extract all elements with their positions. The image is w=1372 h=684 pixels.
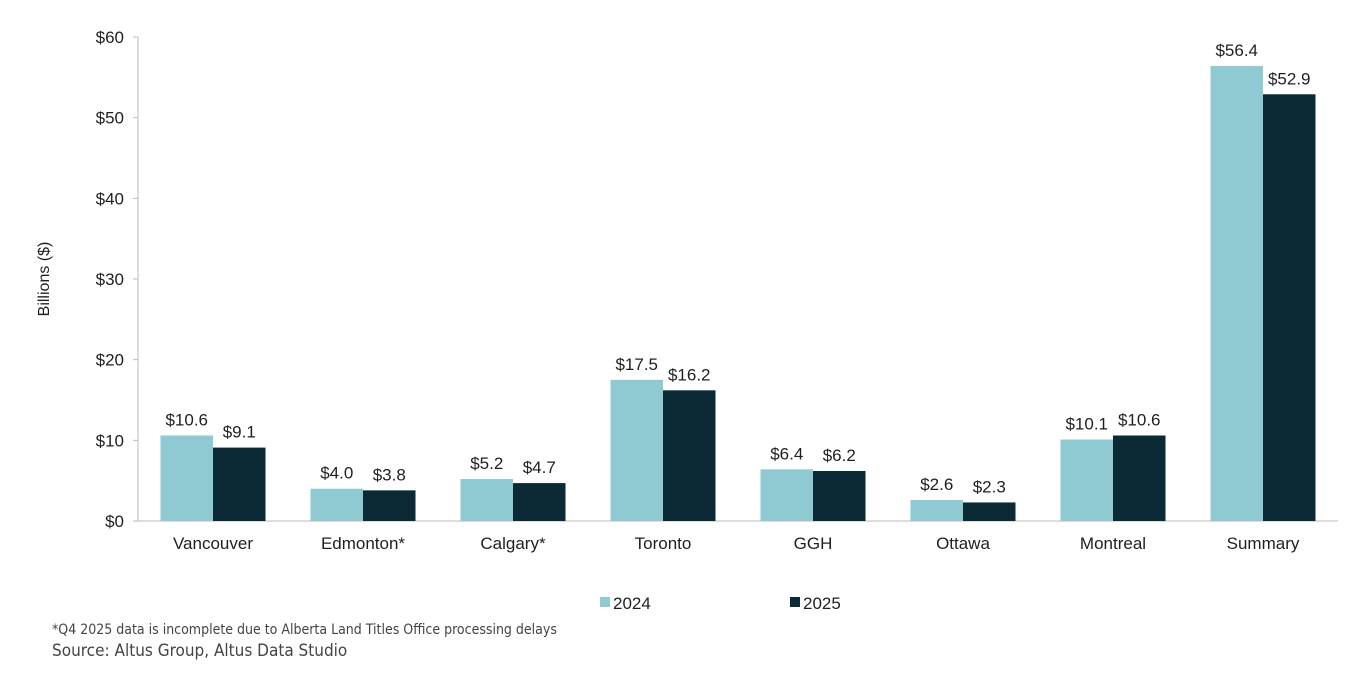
y-tick-label: $20 <box>96 351 124 370</box>
x-tick-label: GGH <box>794 534 833 553</box>
data-label: $56.4 <box>1215 41 1258 60</box>
footnote: *Q4 2025 data is incomplete due to Alber… <box>52 622 557 638</box>
data-label: $17.5 <box>615 355 658 374</box>
bar-2024 <box>310 488 363 521</box>
x-tick-label: Calgary* <box>480 534 546 553</box>
x-tick-label: Ottawa <box>936 534 990 553</box>
data-label: $10.1 <box>1065 415 1108 434</box>
bar-2024 <box>1060 439 1113 521</box>
data-label: $3.8 <box>373 465 406 484</box>
bar-2024 <box>1210 66 1263 521</box>
bar-2025 <box>363 490 416 521</box>
legend-label: 2025 <box>803 594 841 613</box>
bar-2024 <box>460 479 513 521</box>
source-note: Source: Altus Group, Altus Data Studio <box>52 641 348 661</box>
data-label: $16.2 <box>668 365 711 384</box>
y-tick-label: $50 <box>96 109 124 128</box>
y-tick-label: $30 <box>96 270 124 289</box>
bar-2025 <box>513 483 566 521</box>
bar-2025 <box>663 390 716 521</box>
data-label: $6.4 <box>770 444 803 463</box>
y-tick-label: $10 <box>96 431 124 450</box>
x-tick-label: Vancouver <box>173 534 253 553</box>
bar-chart: $0 $10 $20 $30 $40 $50 $60 Billions ($) Vancouve… <box>36 28 1338 613</box>
y-tick-label: $40 <box>96 189 124 208</box>
y-tick-label: $60 <box>96 28 124 47</box>
x-tick-label: Edmonton* <box>321 534 405 553</box>
bar-2025 <box>1263 94 1316 522</box>
data-label: $10.6 <box>1118 410 1161 429</box>
data-label: $4.7 <box>523 458 556 477</box>
data-label: $4.0 <box>320 464 353 483</box>
x-tick-label: Summary <box>1227 534 1300 553</box>
y-axis-label: Billions ($) <box>36 242 53 317</box>
bar-2025 <box>213 447 266 521</box>
x-tick-label: Toronto <box>635 534 692 553</box>
data-label: $9.1 <box>223 423 256 442</box>
data-label: $10.6 <box>165 410 208 429</box>
bar-2025 <box>1113 435 1166 521</box>
bar-2024 <box>160 435 213 521</box>
data-label: $6.2 <box>823 446 856 465</box>
bar-2024 <box>610 379 663 521</box>
bar-2025 <box>813 470 866 521</box>
legend-swatch-2024 <box>600 597 610 607</box>
y-tick-label: $0 <box>105 512 124 531</box>
legend-label: 2024 <box>613 594 651 613</box>
x-tick-label: Montreal <box>1080 534 1146 553</box>
legend-swatch-2025 <box>790 597 800 607</box>
bar-2024 <box>760 469 813 521</box>
data-label: $52.9 <box>1268 69 1311 88</box>
data-label: $2.6 <box>920 475 953 494</box>
data-label: $2.3 <box>973 477 1006 496</box>
bar-2025 <box>963 502 1016 521</box>
bar-2024 <box>910 500 963 521</box>
data-label: $5.2 <box>470 454 503 473</box>
